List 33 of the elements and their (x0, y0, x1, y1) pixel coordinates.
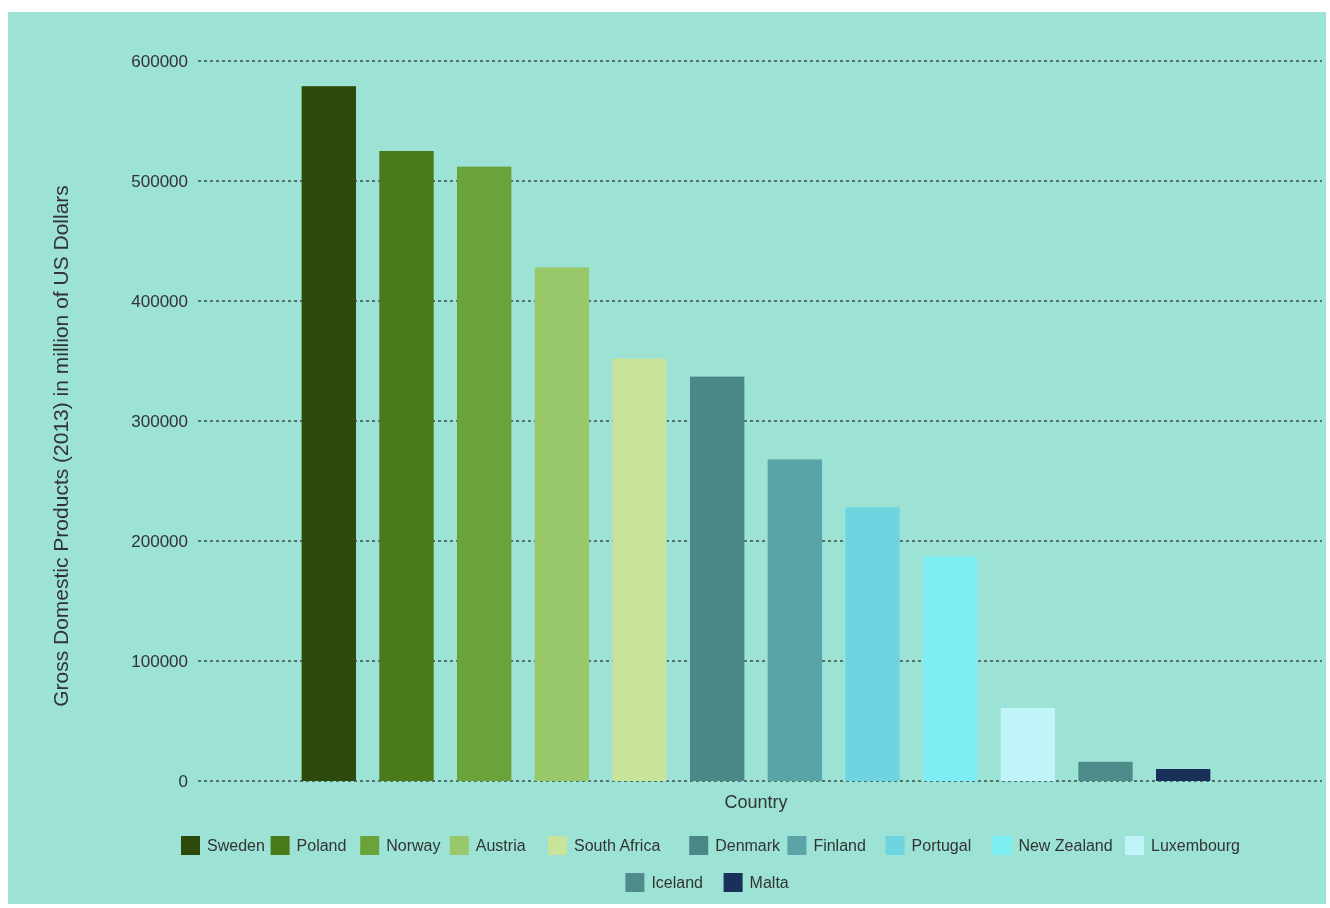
y-tick-label: 100000 (131, 651, 188, 671)
bar (767, 459, 823, 781)
legend-label: Malta (749, 873, 789, 891)
legend-label: South Africa (574, 836, 661, 854)
y-tick-label: 400000 (131, 291, 188, 311)
y-tick-label: 600000 (131, 51, 188, 71)
y-tick-label: 0 (178, 771, 188, 791)
legend-label: Portugal (911, 836, 972, 854)
bar (379, 151, 434, 781)
y-tick-label: 500000 (131, 171, 188, 191)
legend-label: Sweden (207, 836, 265, 854)
legend-label: Luxembourg (1151, 836, 1240, 854)
legend-label: Iceland (651, 873, 703, 891)
bar (301, 86, 357, 781)
bar (612, 358, 667, 781)
bar (1155, 769, 1211, 781)
y-tick-label: 300000 (131, 411, 188, 431)
bar (689, 376, 745, 781)
legend-label: Austria (475, 836, 526, 854)
bar (1000, 707, 1056, 781)
legend-label: Finland (813, 836, 866, 854)
y-axis-title: Gross Domestic Products (2013) in million of US Dollars (49, 185, 72, 707)
bar (534, 267, 590, 781)
legend-label: Poland (296, 836, 347, 854)
bar (456, 166, 512, 781)
legend-label: Norway (386, 836, 441, 854)
legend-label: Denmark (715, 836, 782, 854)
bar (922, 556, 978, 781)
bar (845, 507, 900, 781)
x-axis-title: Country (724, 792, 788, 812)
legend-label: New Zealand (1018, 836, 1113, 854)
y-tick-label: 200000 (131, 531, 188, 551)
bar (1078, 761, 1133, 781)
